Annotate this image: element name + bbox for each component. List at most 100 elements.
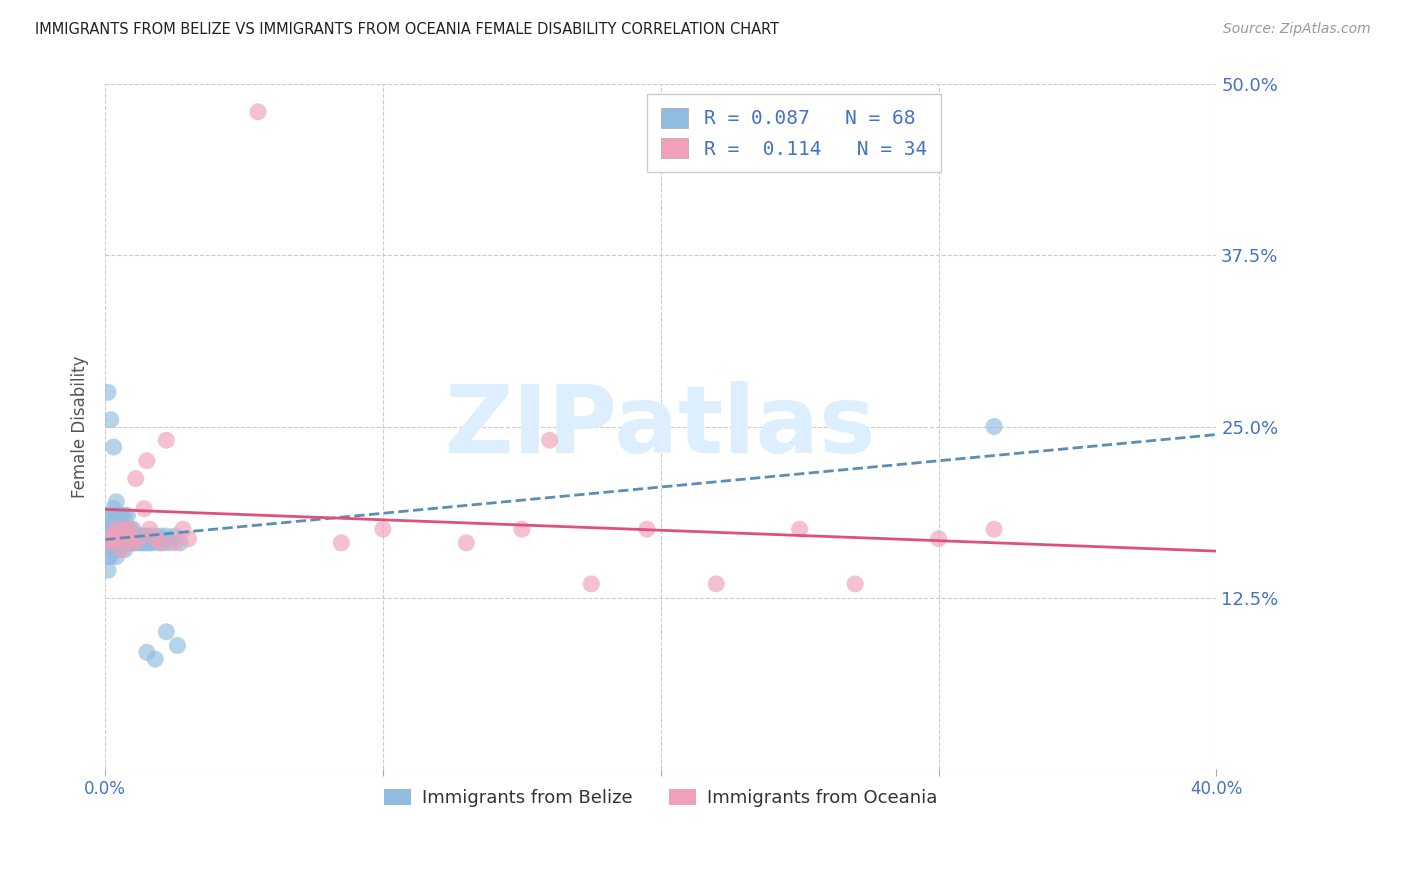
Point: [146, 536, 169, 550]
Point: [138, 529, 160, 543]
Point: [100, 549, 122, 564]
Point: [120, 522, 142, 536]
Point: [111, 542, 134, 557]
Point: [169, 536, 191, 550]
Point: [704, 577, 727, 591]
Point: [132, 529, 155, 543]
Point: [149, 529, 172, 543]
Point: [117, 508, 139, 523]
Point: [114, 508, 136, 523]
Point: [105, 536, 128, 550]
Point: [928, 532, 950, 546]
Point: [125, 529, 148, 543]
Legend: Immigrants from Belize, Immigrants from Oceania: Immigrants from Belize, Immigrants from …: [377, 781, 945, 814]
Point: [100, 536, 122, 550]
Point: [128, 532, 150, 546]
Point: [163, 536, 186, 550]
Point: [103, 529, 125, 543]
Point: [149, 536, 172, 550]
Text: IMMIGRANTS FROM BELIZE VS IMMIGRANTS FROM OCEANIA FEMALE DISABILITY CORRELATION : IMMIGRANTS FROM BELIZE VS IMMIGRANTS FRO…: [35, 22, 779, 37]
Point: [105, 522, 128, 536]
Point: [456, 536, 478, 550]
Point: [114, 522, 136, 536]
Point: [138, 536, 160, 550]
Point: [105, 495, 128, 509]
Point: [132, 501, 155, 516]
Point: [844, 577, 866, 591]
Point: [108, 532, 131, 546]
Point: [143, 529, 166, 543]
Point: [581, 577, 603, 591]
Point: [100, 522, 122, 536]
Point: [117, 536, 139, 550]
Point: [105, 522, 128, 536]
Point: [155, 529, 177, 543]
Point: [371, 522, 394, 536]
Point: [117, 532, 139, 546]
Point: [128, 536, 150, 550]
Point: [114, 542, 136, 557]
Point: [97, 508, 120, 523]
Point: [132, 536, 155, 550]
Point: [103, 516, 125, 530]
Point: [117, 522, 139, 536]
Point: [135, 645, 157, 659]
Point: [125, 536, 148, 550]
Point: [163, 529, 186, 543]
Point: [166, 639, 188, 653]
Point: [128, 529, 150, 543]
Point: [108, 522, 131, 536]
Point: [135, 536, 157, 550]
Text: Source: ZipAtlas.com: Source: ZipAtlas.com: [1223, 22, 1371, 37]
Point: [97, 522, 120, 536]
Point: [152, 536, 174, 550]
Point: [172, 522, 194, 536]
Point: [103, 440, 125, 454]
Point: [789, 522, 811, 536]
Point: [122, 529, 145, 543]
Point: [141, 536, 163, 550]
Point: [114, 522, 136, 536]
Point: [510, 522, 533, 536]
Point: [111, 536, 134, 550]
Point: [103, 529, 125, 543]
Point: [114, 536, 136, 550]
Point: [108, 542, 131, 557]
Point: [330, 536, 353, 550]
Point: [100, 536, 122, 550]
Point: [111, 508, 134, 523]
Point: [122, 536, 145, 550]
Point: [97, 532, 120, 546]
Point: [143, 652, 166, 666]
Point: [120, 522, 142, 536]
Y-axis label: Female Disability: Female Disability: [72, 355, 89, 498]
Point: [246, 104, 269, 119]
Point: [122, 536, 145, 550]
Point: [122, 522, 145, 536]
Point: [111, 522, 134, 536]
Point: [155, 434, 177, 448]
Point: [157, 536, 180, 550]
Point: [120, 529, 142, 543]
Point: [983, 419, 1005, 434]
Point: [131, 529, 153, 543]
Point: [177, 532, 200, 546]
Point: [108, 529, 131, 543]
Point: [155, 624, 177, 639]
Point: [138, 522, 160, 536]
Point: [103, 542, 125, 557]
Point: [143, 532, 166, 546]
Point: [135, 529, 157, 543]
Point: [117, 529, 139, 543]
Point: [125, 471, 148, 485]
Point: [100, 522, 122, 536]
Point: [97, 536, 120, 550]
Text: ZIPatlas: ZIPatlas: [446, 381, 876, 473]
Point: [538, 434, 561, 448]
Point: [131, 536, 153, 550]
Point: [97, 563, 120, 577]
Point: [983, 522, 1005, 536]
Point: [636, 522, 658, 536]
Point: [103, 501, 125, 516]
Point: [135, 454, 157, 468]
